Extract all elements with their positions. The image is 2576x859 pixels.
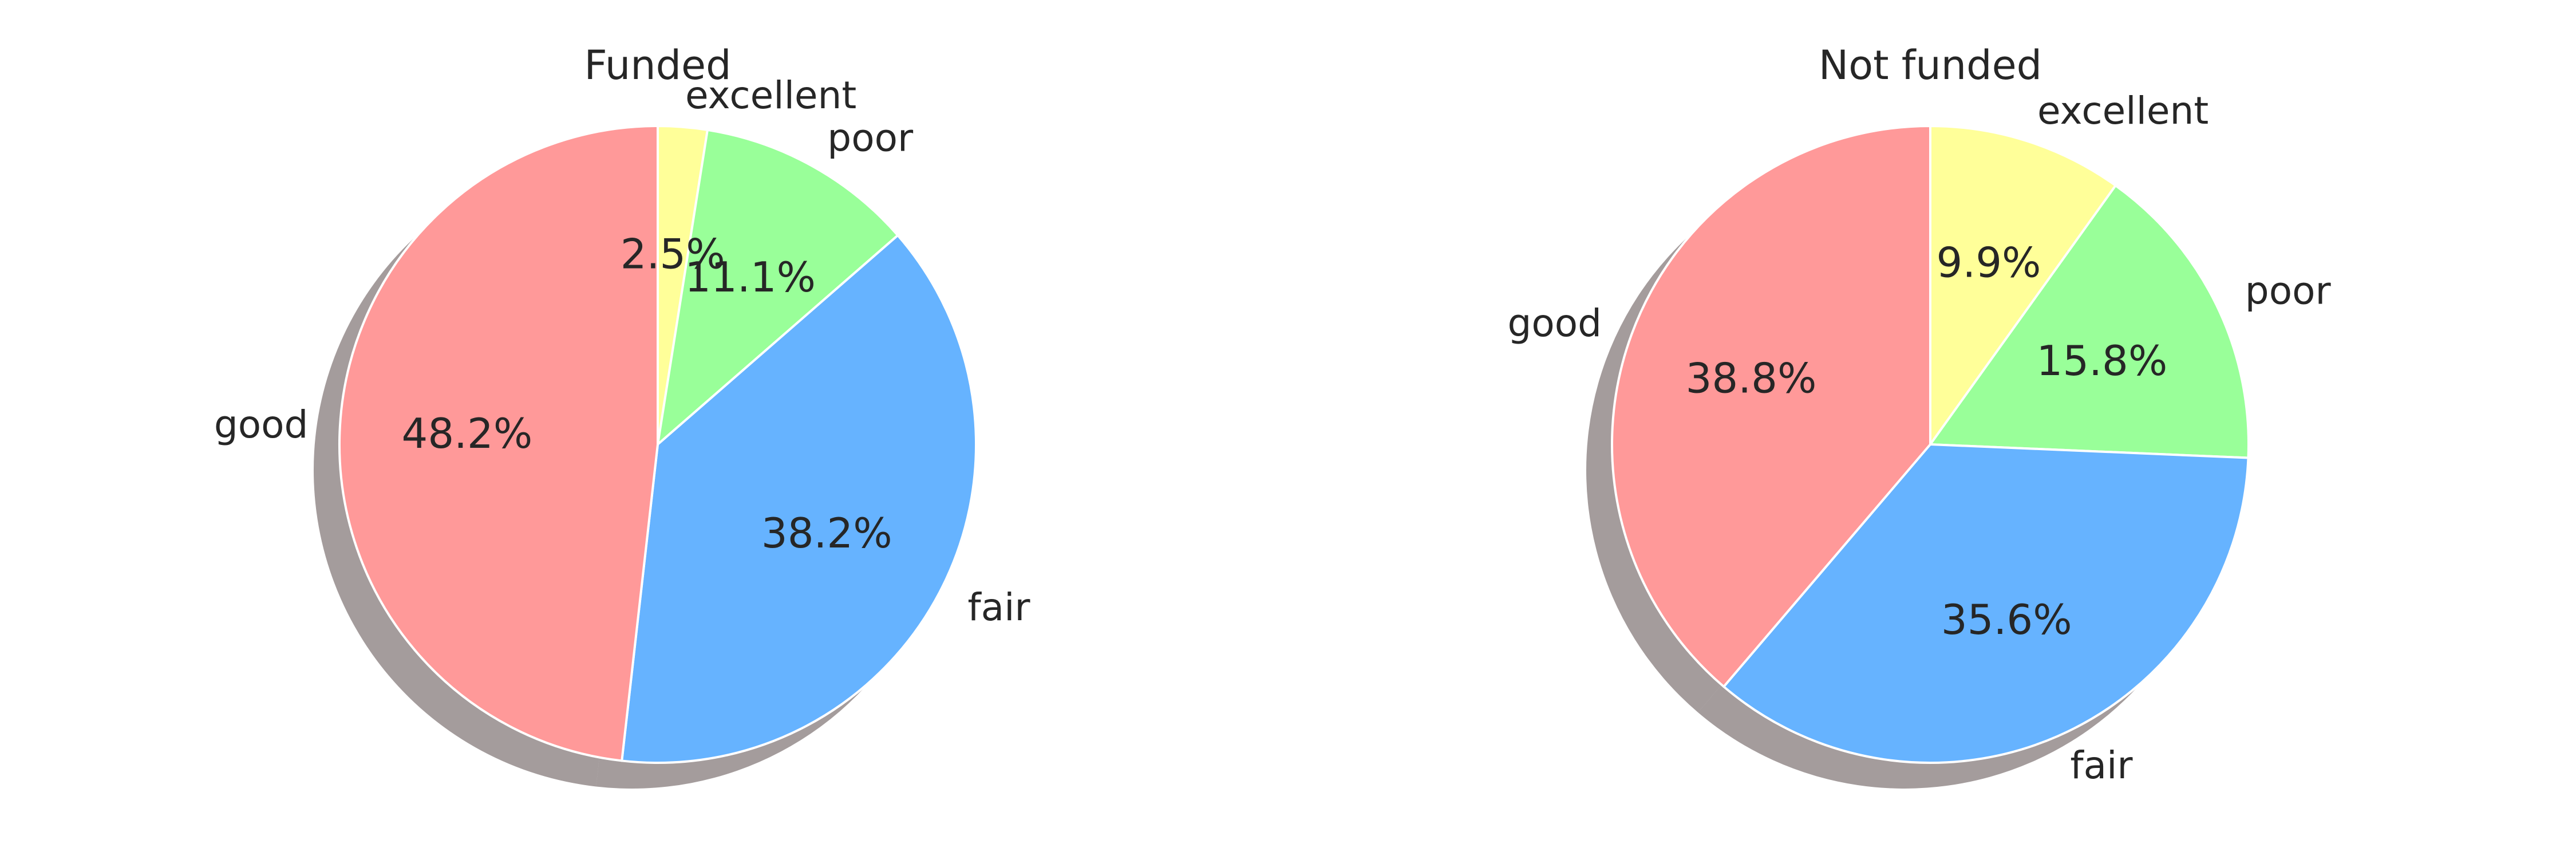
pie-slice-fair [621,234,977,764]
slice-percent-fair: 38.2% [761,509,892,557]
pie-slice-good [1611,125,1931,688]
slice-percent-fair: 35.6% [1941,596,2072,644]
slice-percent-good: 48.2% [402,409,533,458]
slice-percent-excellent: 9.9% [1937,238,2041,286]
pie-slices [1611,125,2250,764]
slice-percent-poor: 15.8% [2037,337,2168,385]
pie-slice-excellent [1929,125,2117,446]
pie-slice-fair [1722,443,2250,764]
slice-label-fair: fair [967,585,1030,629]
pie-labels: excellent 9.9% poor 15.8% fair 35.6% good 38.8% [1508,89,2332,787]
pie-slice-poor [657,128,899,446]
pie-slice-poor [1929,184,2250,459]
pie-slices [338,125,977,764]
funded-pie-chart: Funded excellent 2.5% poor 11.1% fair 38.2% go… [214,42,1031,789]
chart-title: Funded [584,42,731,89]
slice-label-poor: poor [2245,269,2332,313]
pie-labels: excellent 2.5% poor 11.1% fair 38.2% good 48.2% [214,73,1031,629]
slice-label-good: good [214,403,309,447]
slice-label-excellent: excellent [685,73,856,117]
slice-percent-good: 38.8% [1686,354,1817,403]
slice-label-excellent: excellent [2037,89,2208,133]
slice-label-fair: fair [2070,743,2133,787]
slice-percent-excellent: 2.5% [621,230,725,278]
slice-percent-poor: 11.1% [685,253,816,301]
pie-slice-good [338,125,659,762]
not-funded-pie-chart: Not funded excellent 9.9% poor 15.8% fair 35.… [1508,42,2332,789]
slice-label-good: good [1508,301,1602,345]
chart-title: Not funded [1819,42,2042,89]
slice-label-poor: poor [827,116,914,160]
